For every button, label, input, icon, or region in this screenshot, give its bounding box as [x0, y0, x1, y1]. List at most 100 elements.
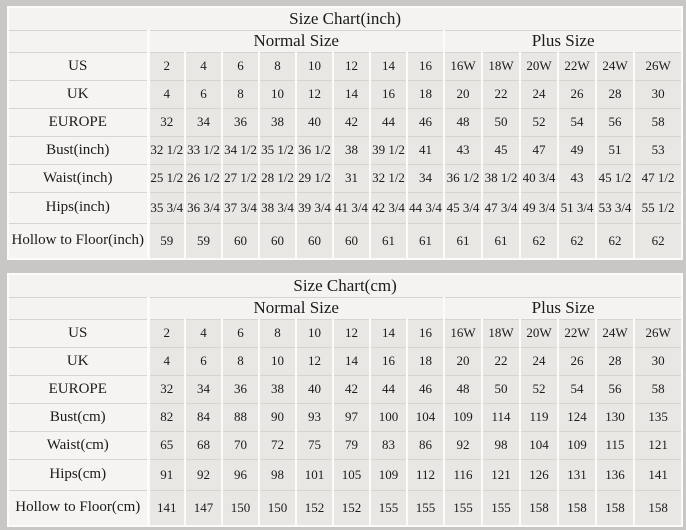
size-cell: 86 — [406, 430, 444, 459]
size-cell: 53 3/4 — [595, 191, 634, 223]
size-cell: 24 — [519, 79, 558, 108]
size-cell: 116 — [443, 458, 482, 490]
size-cell: 72 — [258, 430, 296, 459]
size-cell: 24W — [595, 51, 634, 80]
size-cell: 26W — [632, 318, 683, 347]
size-cell: 10 — [258, 79, 296, 108]
size-cell: 24W — [595, 318, 634, 347]
size-cell: 26 — [557, 79, 596, 108]
size-cell: 45 — [481, 135, 520, 164]
size-cell: 105 — [332, 458, 370, 490]
size-cell: 6 — [184, 79, 222, 108]
size-cell: 75 — [295, 430, 333, 459]
corner-cell — [8, 30, 150, 53]
size-cell: 152 — [295, 489, 333, 526]
size-cell: 32 1/2 — [147, 135, 185, 164]
size-cell: 104 — [519, 430, 558, 459]
table-row: Hollow to Floor(cm) 141 147 150 150 152 152 155… — [8, 489, 683, 526]
size-cell: 8 — [258, 51, 296, 80]
size-cell: 62 — [632, 222, 683, 259]
size-cell: 150 — [258, 489, 296, 526]
size-cell: 58 — [632, 107, 683, 136]
row-label: EUROPE — [8, 107, 150, 136]
size-cell: 100 — [369, 402, 407, 431]
size-cell: 40 — [295, 107, 333, 136]
size-cell: 96 — [221, 458, 259, 490]
size-cell: 24 — [519, 346, 558, 375]
table-row: EUROPE 32 34 36 38 40 42 44 46 48 50 52 54 56 58 — [8, 107, 683, 136]
size-cell: 35 3/4 — [147, 191, 185, 223]
size-cell: 33 1/2 — [184, 135, 222, 164]
size-cell: 4 — [184, 318, 222, 347]
size-cell: 92 — [184, 458, 222, 490]
size-cell: 56 — [595, 107, 634, 136]
size-cell: 34 — [406, 163, 444, 192]
size-cell: 36 1/2 — [295, 135, 333, 164]
row-label: US — [8, 51, 150, 80]
size-cell: 109 — [443, 402, 482, 431]
size-cell: 55 1/2 — [632, 191, 683, 223]
corner-cell — [8, 297, 150, 320]
size-cell: 42 3/4 — [369, 191, 407, 223]
size-cell: 16 — [369, 79, 407, 108]
size-cell: 39 3/4 — [295, 191, 333, 223]
size-cell: 60 — [258, 222, 296, 259]
size-cell: 47 — [519, 135, 558, 164]
size-cell: 47 3/4 — [481, 191, 520, 223]
size-cell: 60 — [295, 222, 333, 259]
size-cell: 126 — [519, 458, 558, 490]
size-cell: 20 — [443, 79, 482, 108]
size-cell: 16 — [406, 318, 444, 347]
size-cell: 28 — [595, 346, 634, 375]
size-chart-inch-table: Size Chart(inch) Normal Size Plus Size US 2 4… — [7, 6, 684, 260]
size-cell: 32 — [147, 374, 185, 403]
size-cell: 147 — [184, 489, 222, 526]
size-cell: 14 — [332, 79, 370, 108]
size-cell: 38 — [332, 135, 370, 164]
size-cell: 60 — [332, 222, 370, 259]
size-cell: 14 — [369, 51, 407, 80]
size-cell: 16W — [443, 51, 482, 80]
size-cell: 62 — [519, 222, 558, 259]
column-group-normal-size: Normal Size — [147, 297, 444, 320]
size-cell: 61 — [406, 222, 444, 259]
size-cell: 43 — [443, 135, 482, 164]
size-cell: 10 — [295, 318, 333, 347]
size-cell: 42 — [332, 374, 370, 403]
size-cell: 59 — [184, 222, 222, 259]
size-cell: 22W — [557, 318, 596, 347]
size-cell: 18W — [481, 51, 520, 80]
size-cell: 121 — [481, 458, 520, 490]
size-cell: 52 — [519, 374, 558, 403]
size-cell: 12 — [295, 346, 333, 375]
size-cell: 41 3/4 — [332, 191, 370, 223]
size-cell: 68 — [184, 430, 222, 459]
table-row: Waist(inch) 25 1/2 26 1/2 27 1/2 28 1/2 29 1/… — [8, 163, 683, 192]
size-cell: 27 1/2 — [221, 163, 259, 192]
row-label: Hollow to Floor(cm) — [8, 489, 150, 526]
size-cell: 34 1/2 — [221, 135, 259, 164]
table-row: UK 4 6 8 10 12 14 16 18 20 22 24 26 28 30 — [8, 346, 683, 375]
table-title: Size Chart(cm) — [8, 274, 683, 298]
size-cell: 38 1/2 — [481, 163, 520, 192]
size-cell: 32 1/2 — [369, 163, 407, 192]
table-title-row: Size Chart(inch) — [8, 7, 683, 31]
row-label: Waist(cm) — [8, 430, 150, 459]
column-group-row: Normal Size Plus Size — [8, 297, 683, 320]
row-label: Bust(cm) — [8, 402, 150, 431]
size-cell: 61 — [369, 222, 407, 259]
size-cell: 40 — [295, 374, 333, 403]
size-cell: 36 — [221, 374, 259, 403]
size-cell: 30 — [632, 79, 683, 108]
size-cell: 34 — [184, 107, 222, 136]
table-row: Waist(cm) 65 68 70 72 75 79 83 86 92 98 104 109 115 12… — [8, 430, 683, 459]
size-cell: 92 — [443, 430, 482, 459]
size-cell: 45 1/2 — [595, 163, 634, 192]
size-cell: 26 1/2 — [184, 163, 222, 192]
size-cell: 31 — [332, 163, 370, 192]
size-cell: 150 — [221, 489, 259, 526]
size-cell: 155 — [369, 489, 407, 526]
size-cell: 26 — [557, 346, 596, 375]
size-cell: 98 — [481, 430, 520, 459]
size-cell: 119 — [519, 402, 558, 431]
